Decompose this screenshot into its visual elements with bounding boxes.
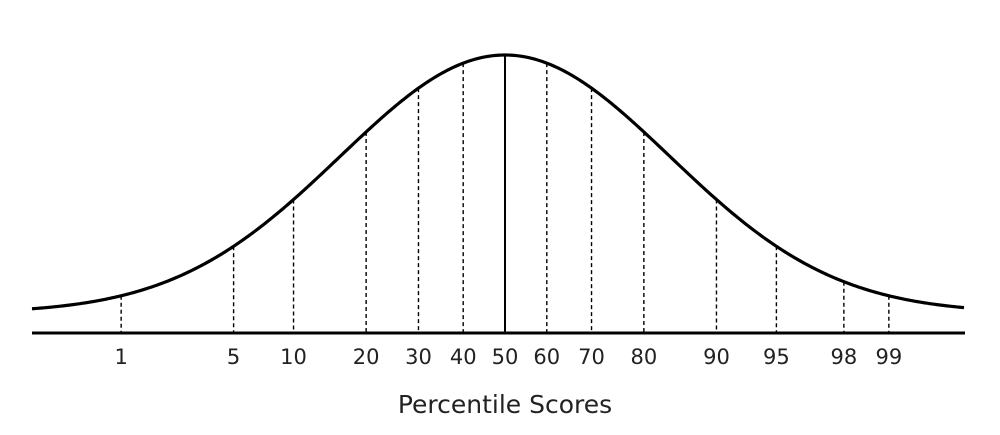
percentile-label-20: 20 — [353, 345, 380, 369]
percentile-label-30: 30 — [405, 345, 432, 369]
percentile-label-99: 99 — [875, 345, 902, 369]
percentile-label-5: 5 — [227, 345, 240, 369]
percentile-tick-labels: 1 5 10 20 30 40 50 60 70 80 90 95 98 99 — [114, 345, 902, 369]
percentile-label-80: 80 — [631, 345, 658, 369]
percentile-label-1: 1 — [114, 345, 127, 369]
percentile-label-10: 10 — [280, 345, 307, 369]
axis-title: Percentile Scores — [398, 390, 612, 419]
percentile-label-40: 40 — [450, 345, 477, 369]
percentile-label-90: 90 — [703, 345, 730, 369]
percentile-label-50: 50 — [492, 345, 519, 369]
percentile-label-98: 98 — [831, 345, 858, 369]
percentile-marker-lines — [120, 55, 890, 333]
bell-curve — [31, 53, 965, 311]
percentile-label-95: 95 — [763, 345, 790, 369]
percentile-label-60: 60 — [533, 345, 560, 369]
percentile-label-70: 70 — [578, 345, 605, 369]
